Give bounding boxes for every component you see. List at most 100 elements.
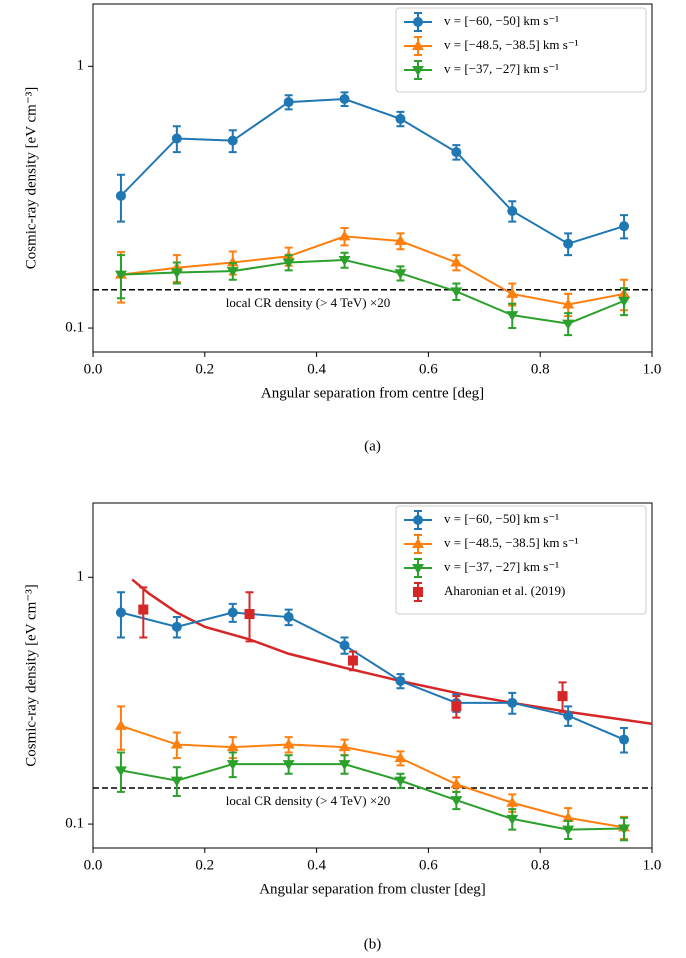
marker: [562, 298, 575, 309]
marker: [114, 270, 127, 281]
series-line: [120, 235, 625, 306]
marker: [506, 311, 519, 322]
marker: [170, 738, 183, 749]
y-axis-label: Cosmic-ray density [eV cm⁻³]: [23, 87, 39, 270]
reference-label: local CR density (> 4 TeV) ×20: [226, 295, 390, 310]
marker: [412, 66, 424, 76]
x-axis-label: Angular separation from centre [deg]: [261, 385, 484, 401]
marker: [138, 604, 149, 615]
marker: [507, 206, 518, 217]
legend-label: v = [−37, −27] km s⁻¹: [444, 559, 559, 574]
marker: [114, 766, 127, 777]
marker: [412, 564, 424, 574]
marker: [347, 655, 358, 666]
y-tick-label: 0.1: [65, 319, 84, 335]
x-axis-label: Angular separation from cluster [deg]: [259, 881, 486, 897]
x-tick-label: 0.0: [84, 361, 103, 377]
x-tick-label: 0.8: [531, 857, 550, 873]
marker: [451, 701, 462, 712]
marker: [282, 760, 295, 771]
marker: [226, 760, 239, 771]
marker: [226, 741, 239, 752]
y-tick-label: 1: [77, 58, 85, 74]
marker: [244, 608, 255, 619]
legend-label: v = [−60, −50] km s⁻¹: [444, 13, 559, 28]
y-tick-label: 0.1: [65, 816, 84, 832]
marker: [283, 612, 294, 623]
marker: [283, 97, 294, 108]
marker: [412, 40, 424, 50]
marker: [563, 710, 574, 721]
x-tick-label: 0.2: [195, 857, 214, 873]
marker: [394, 776, 407, 787]
marker: [170, 776, 183, 787]
marker: [450, 796, 463, 807]
axes-frame: [92, 502, 653, 849]
marker: [338, 255, 351, 266]
marker: [450, 256, 463, 267]
marker: [506, 814, 519, 825]
x-tick-label: 0.8: [531, 361, 550, 377]
marker: [451, 147, 462, 158]
panel: 0.0 0.2 0.4 0.6 0.8 1.0 0.1 1 Angular separation…: [23, 502, 662, 952]
marker: [413, 515, 423, 525]
marker: [562, 825, 575, 836]
marker: [450, 287, 463, 298]
x-tick-label: 0.4: [307, 857, 326, 873]
marker: [618, 824, 631, 835]
legend-label: v = [−48.5, −38.5] km s⁻¹: [444, 535, 579, 550]
marker: [450, 778, 463, 789]
x-tick-label: 1.0: [643, 361, 662, 377]
legend-label: v = [−48.5, −38.5] km s⁻¹: [444, 37, 579, 52]
marker: [506, 287, 519, 298]
marker: [338, 230, 351, 241]
marker: [339, 94, 350, 105]
legend: v = [−60, −50] km s⁻¹ v = [−48.5, −38.5] …: [395, 505, 647, 615]
caption: (b): [364, 936, 382, 952]
x-tick-label: 0.2: [195, 361, 214, 377]
series-line: [120, 97, 625, 245]
marker: [282, 258, 295, 269]
marker: [338, 760, 351, 771]
series-line: [120, 258, 625, 325]
marker: [507, 697, 518, 708]
y-tick-label: 1: [77, 569, 85, 585]
marker: [282, 738, 295, 749]
marker: [395, 675, 406, 686]
marker: [227, 607, 238, 618]
legend-label: v = [−60, −50] km s⁻¹: [444, 511, 559, 526]
marker: [171, 621, 182, 632]
marker: [412, 538, 424, 548]
legend-label: v = [−37, −27] km s⁻¹: [444, 61, 559, 76]
legend-frame: [395, 505, 647, 615]
marker: [115, 607, 126, 618]
marker: [226, 267, 239, 278]
x-tick-label: 1.0: [643, 857, 662, 873]
axes-frame: [92, 3, 653, 353]
marker: [562, 319, 575, 330]
marker: [619, 221, 630, 232]
legend: v = [−60, −50] km s⁻¹ v = [−48.5, −38.5] …: [395, 7, 647, 93]
x-tick-label: 0.6: [419, 361, 438, 377]
marker: [170, 268, 183, 279]
marker: [394, 752, 407, 763]
marker: [557, 691, 568, 702]
series-line: [120, 724, 625, 829]
x-tick-label: 0.4: [307, 361, 326, 377]
marker: [394, 269, 407, 280]
series-line: [120, 763, 625, 831]
x-tick-label: 0.6: [419, 857, 438, 873]
marker: [227, 135, 238, 146]
marker: [413, 587, 423, 597]
marker: [114, 719, 127, 730]
series-line: [120, 611, 625, 741]
marker: [413, 17, 423, 27]
marker: [394, 235, 407, 246]
y-axis-label: Cosmic-ray density [eV cm⁻³]: [23, 584, 39, 767]
marker: [562, 811, 575, 822]
marker: [115, 190, 126, 201]
legend-frame: [395, 7, 647, 93]
caption: (a): [364, 438, 381, 454]
